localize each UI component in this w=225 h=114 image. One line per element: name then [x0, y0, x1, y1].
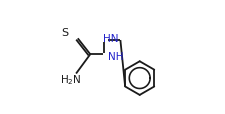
Text: HN: HN [102, 34, 118, 43]
Text: NH: NH [107, 52, 123, 62]
Text: S: S [61, 27, 68, 37]
Text: H$_2$N: H$_2$N [60, 72, 81, 86]
